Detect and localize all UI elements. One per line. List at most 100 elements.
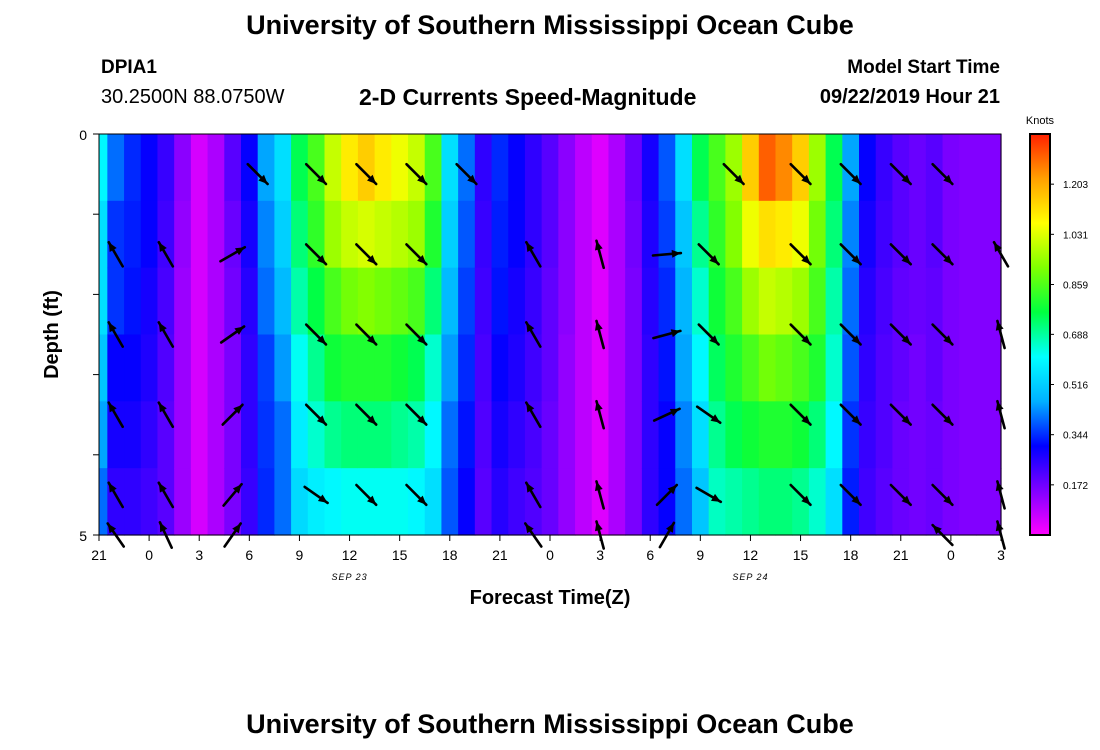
heatmap-cell xyxy=(892,267,910,336)
heatmap-cell xyxy=(524,134,543,202)
heatmap-cell xyxy=(591,401,610,469)
heatmap-cell xyxy=(608,468,626,536)
heatmap-cell xyxy=(107,401,125,469)
heatmap-cell xyxy=(174,334,192,402)
vector-arrow-head xyxy=(932,525,942,535)
heatmap-cell xyxy=(675,334,693,402)
colorbar-tick-label: 0.344 xyxy=(1063,431,1088,442)
heatmap-cell xyxy=(224,468,242,536)
vector-arrow-head xyxy=(108,482,117,493)
heatmap-cell xyxy=(608,401,626,469)
heatmap-cell xyxy=(742,134,760,202)
vector-arrow-head xyxy=(595,521,603,532)
heatmap-cell xyxy=(959,401,977,469)
x-tick-label: 9 xyxy=(696,547,704,563)
vector-arrow-head xyxy=(711,493,721,502)
heatmap-cell xyxy=(374,401,392,469)
heatmap-cell xyxy=(224,267,242,336)
vector-arrow-head xyxy=(851,415,861,425)
heatmap-cell xyxy=(959,200,977,269)
heatmap-cell xyxy=(274,334,292,402)
heatmap-cell xyxy=(925,468,944,536)
heatmap-cell xyxy=(257,401,275,469)
vector-arrow-head xyxy=(995,481,1004,492)
heatmap-cell xyxy=(775,267,793,336)
heatmap-cell xyxy=(341,334,359,402)
heatmap-cell xyxy=(207,134,225,202)
heatmap-cell xyxy=(541,134,559,202)
heatmap-cell xyxy=(307,267,326,336)
heatmap-cell xyxy=(491,267,509,336)
heatmap-cell xyxy=(374,334,392,402)
vector-arrow-head xyxy=(417,415,427,425)
heatmap-cell xyxy=(725,134,743,202)
heatmap-cell xyxy=(925,334,944,402)
vector-arrow-head xyxy=(671,249,681,258)
heatmap-cell xyxy=(424,401,443,469)
heatmap-cell xyxy=(641,468,660,536)
heatmap-cell xyxy=(99,134,108,202)
heatmap-cell xyxy=(374,134,392,202)
heatmap-cell xyxy=(107,267,125,336)
vector-arrow-head xyxy=(158,482,167,493)
vector-arrow-head xyxy=(943,174,953,184)
x-tick-label: 0 xyxy=(145,547,153,563)
x-tick-label: 6 xyxy=(245,547,253,563)
heatmap-cell xyxy=(708,134,726,202)
heatmap-cell xyxy=(140,200,159,269)
heatmap-cell xyxy=(742,468,760,536)
heatmap-cell xyxy=(675,134,693,202)
x-tick-label: 18 xyxy=(843,547,859,563)
heatmap-cell xyxy=(408,267,426,336)
x-tick-label: 21 xyxy=(91,547,107,563)
heatmap-cell xyxy=(374,267,392,336)
heatmap-cell xyxy=(591,134,610,202)
heatmap-cell xyxy=(474,334,493,402)
heatmap-cell xyxy=(441,267,459,336)
vector-arrow-head xyxy=(417,255,427,265)
x-tick-label: 15 xyxy=(392,547,408,563)
vector-arrow-head xyxy=(901,495,911,505)
vector-arrow-head xyxy=(526,482,535,493)
colorbar-tick-label: 0.516 xyxy=(1063,381,1088,392)
heatmap-cell xyxy=(909,134,927,202)
heatmap-cell xyxy=(808,134,827,202)
heatmap-cell xyxy=(140,401,159,469)
heatmap-cell xyxy=(591,468,610,536)
heatmap-cell xyxy=(324,200,342,269)
heatmap-cell xyxy=(307,468,326,536)
heatmap-cell xyxy=(925,267,944,336)
heatmap-cell xyxy=(424,468,443,536)
vector-arrow-head xyxy=(851,335,861,345)
heatmap-cell xyxy=(975,468,994,536)
heatmap-cell xyxy=(458,267,476,336)
heatmap-cell xyxy=(207,401,225,469)
heatmap-cell xyxy=(99,334,108,402)
heatmap-cell xyxy=(391,334,409,402)
heatmap-cell xyxy=(558,200,576,269)
station-coords: 30.2500N 88.0750W xyxy=(101,86,285,108)
heatmap-cell xyxy=(942,401,960,469)
heatmap-cell xyxy=(575,134,593,202)
x-tick-label: 3 xyxy=(997,547,1005,563)
heatmap-cell xyxy=(959,134,977,202)
heatmap-cell xyxy=(508,468,526,536)
heatmap-cell xyxy=(174,267,192,336)
heatmap-cell xyxy=(842,401,860,469)
heatmap-cell xyxy=(524,267,543,336)
x-tick-label: 0 xyxy=(546,547,554,563)
heatmap-cell xyxy=(508,134,526,202)
heatmap-cell xyxy=(608,200,626,269)
heatmap-cell xyxy=(758,267,777,336)
heatmap-cell xyxy=(357,401,376,469)
heatmap-cell xyxy=(859,334,877,402)
vector-arrow-head xyxy=(258,174,268,184)
heatmap-cell xyxy=(408,134,426,202)
heatmap-cell xyxy=(859,468,877,536)
heatmap-cell xyxy=(691,267,710,336)
heatmap-cell xyxy=(508,200,526,269)
x-tick-label: 9 xyxy=(296,547,304,563)
heatmap-cell xyxy=(458,134,476,202)
heatmap-cell xyxy=(190,468,209,536)
heatmap-cell xyxy=(859,267,877,336)
